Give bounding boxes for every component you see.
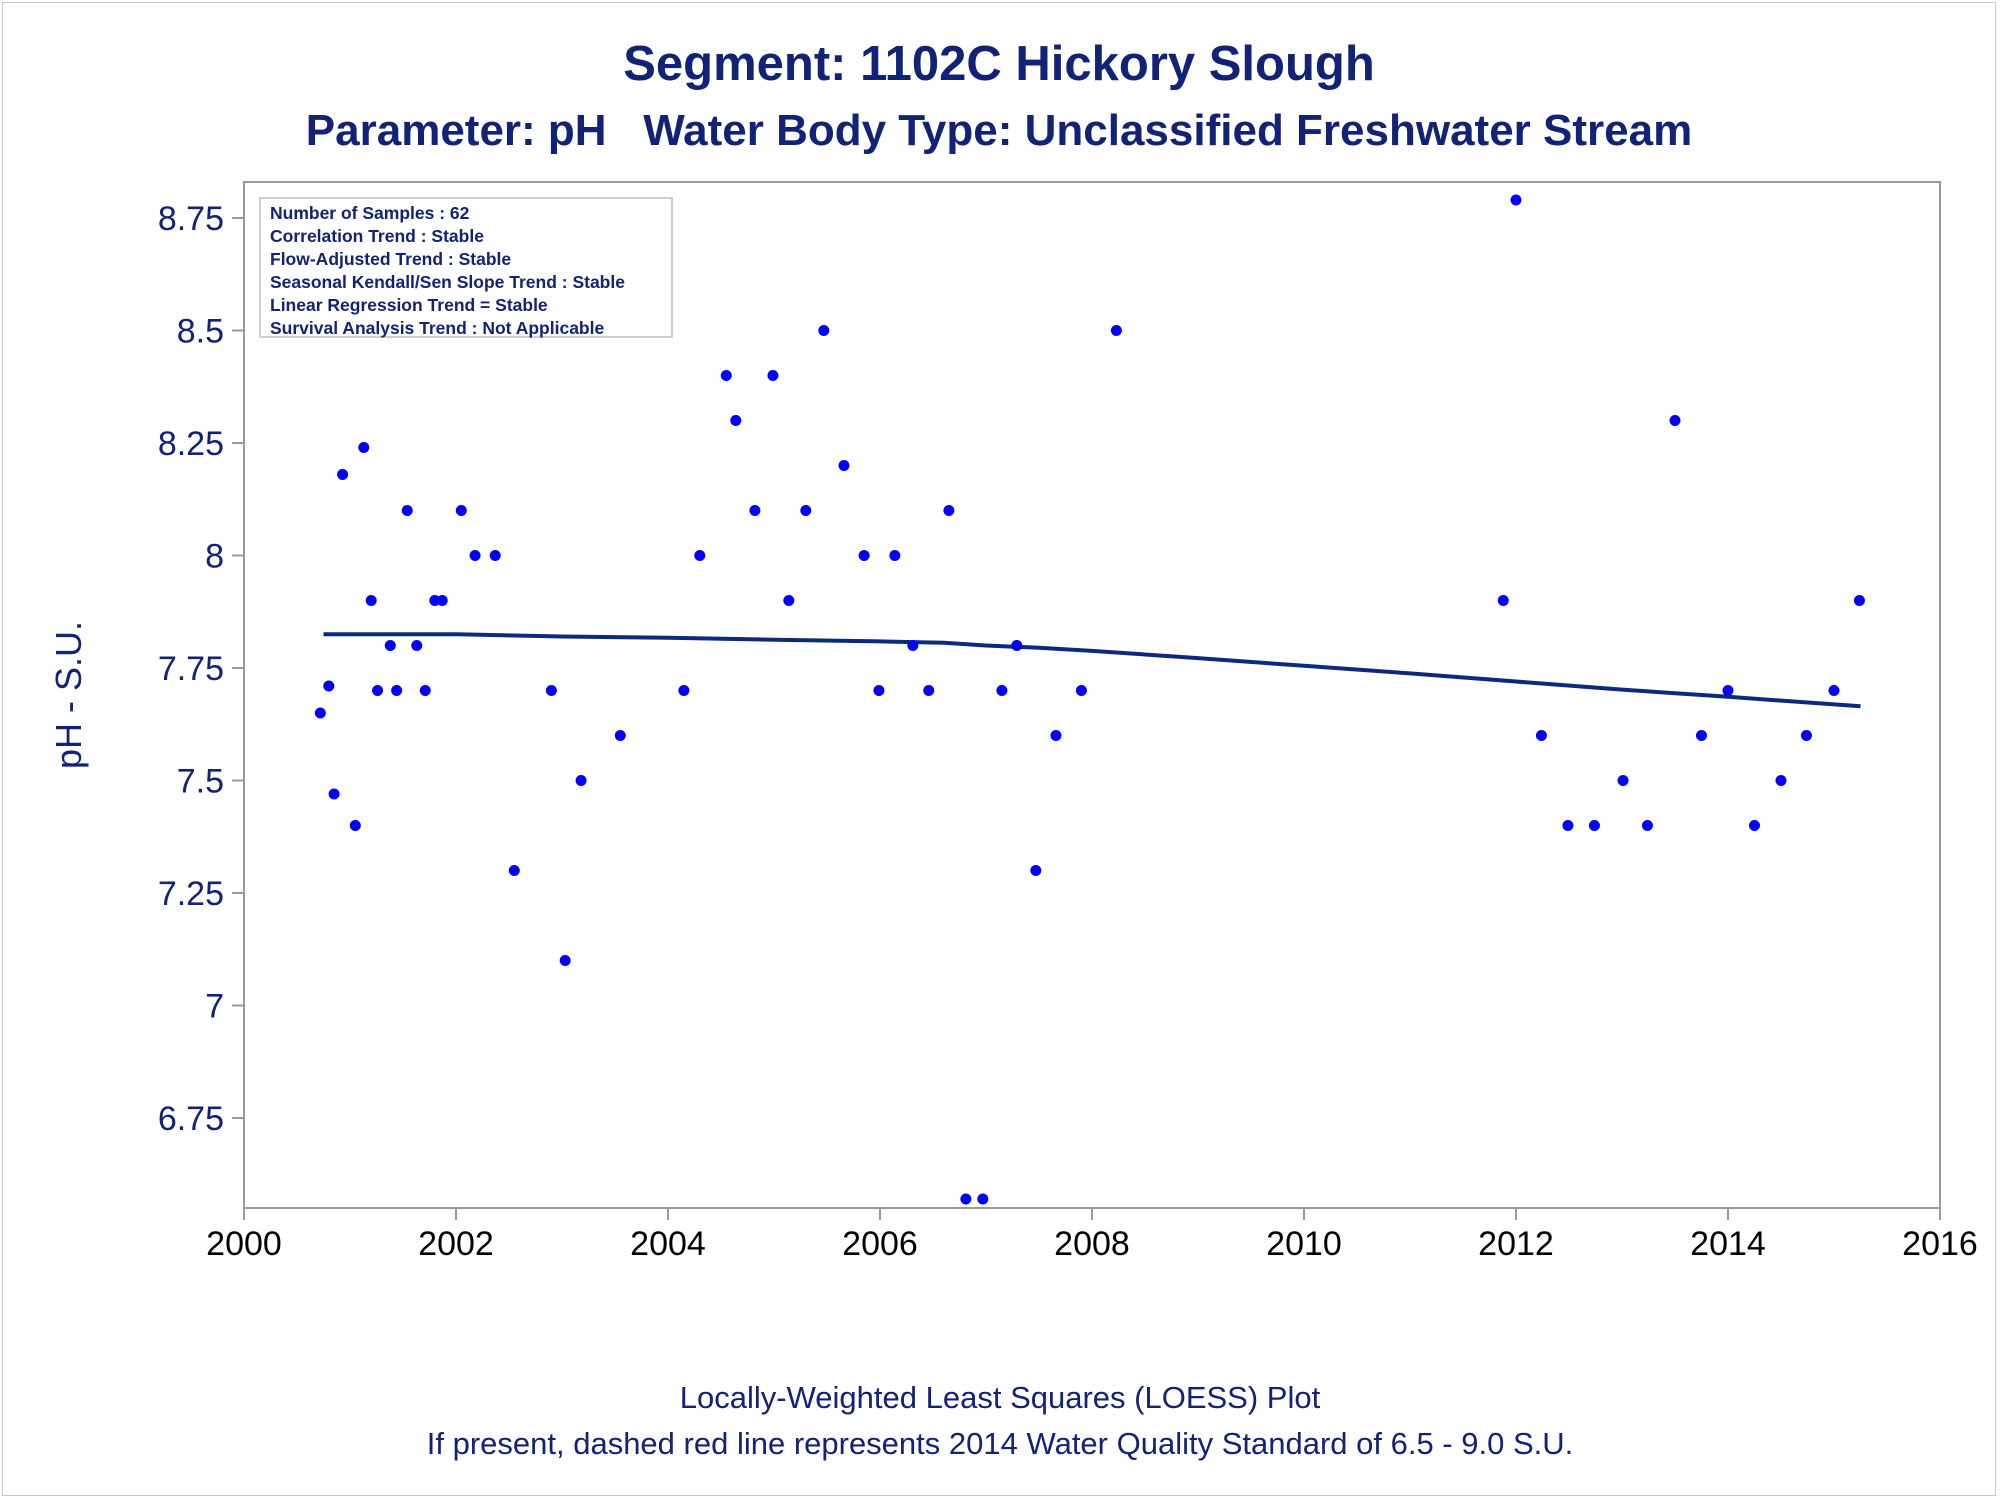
y-tick-label: 8.25 — [158, 425, 224, 463]
data-point — [1641, 820, 1653, 831]
stat-correlation-trend: Correlation Trend : Stable — [270, 226, 484, 246]
data-point — [419, 685, 431, 696]
y-tick-label: 8 — [205, 538, 224, 576]
data-point — [977, 1193, 989, 1205]
data-point — [800, 505, 812, 516]
data-point — [489, 550, 501, 561]
y-axis-label: pH - S.U. — [48, 621, 89, 769]
data-point — [749, 505, 761, 516]
data-point — [545, 685, 557, 696]
y-tick-label: 7.25 — [158, 875, 224, 913]
data-point — [694, 550, 706, 561]
data-point — [349, 820, 361, 831]
data-point — [943, 505, 955, 516]
data-point — [996, 685, 1008, 696]
y-tick-label: 8.75 — [158, 200, 224, 238]
chart-title: Segment: 1102C Hickory Slough — [623, 37, 1375, 91]
data-point — [1617, 775, 1629, 786]
data-point — [678, 685, 690, 696]
data-point — [1050, 730, 1062, 741]
loess-line — [323, 632, 1861, 709]
data-point — [730, 415, 742, 426]
y-tick-label: 8.5 — [177, 313, 224, 351]
data-point — [1535, 730, 1547, 741]
data-point — [328, 788, 340, 800]
data-point — [1722, 685, 1734, 696]
data-point — [1775, 775, 1787, 786]
data-point — [1562, 820, 1574, 831]
stat-linear-regression-trend: Linear Regression Trend = Stable — [270, 295, 548, 315]
data-point — [1749, 820, 1760, 831]
data-point — [720, 370, 732, 381]
data-point — [401, 505, 413, 516]
data-point — [818, 325, 830, 336]
trend-stats-box: Number of Samples : 62 Correlation Trend… — [259, 197, 673, 338]
stat-flow-adjusted-trend: Flow-Adjusted Trend : Stable — [270, 249, 512, 269]
data-point — [1075, 685, 1087, 696]
x-tick-label: 2010 — [1266, 1225, 1342, 1263]
data-point — [469, 550, 481, 561]
stat-seasonal-kendall-trend: Seasonal Kendall/Sen Slope Trend : Stabl… — [270, 272, 625, 292]
data-point — [889, 550, 901, 561]
data-point — [358, 442, 370, 453]
x-tick-label: 2000 — [206, 1225, 282, 1263]
data-point — [323, 680, 335, 692]
footnote-loess: Locally-Weighted Least Squares (LOESS) P… — [679, 1380, 1321, 1415]
chart-subtitle: Parameter: pH Water Body Type: Unclassif… — [305, 106, 1693, 155]
data-point — [614, 730, 626, 741]
data-point — [455, 505, 467, 516]
data-point — [907, 640, 919, 651]
y-tick-label: 7.75 — [158, 650, 224, 688]
data-point — [873, 685, 885, 696]
x-tick-label: 2006 — [842, 1225, 918, 1263]
data-point — [1669, 415, 1681, 426]
x-tick-label: 2012 — [1478, 1225, 1554, 1263]
data-point — [923, 685, 935, 696]
data-point — [1497, 595, 1509, 606]
data-point — [337, 469, 349, 480]
data-point — [1800, 730, 1812, 741]
x-tick-label: 2014 — [1690, 1225, 1766, 1263]
stat-survival-analysis-trend: Survival Analysis Trend : Not Applicable — [270, 318, 605, 338]
data-point — [508, 865, 520, 876]
data-point — [783, 595, 795, 606]
y-tick-label: 7.5 — [177, 763, 224, 801]
data-point — [960, 1193, 972, 1205]
x-tick-label: 2008 — [1054, 1225, 1130, 1263]
footnote-standard: If present, dashed red line represents 2… — [426, 1426, 1574, 1461]
data-point — [1696, 730, 1707, 741]
data-point — [411, 640, 423, 651]
data-point — [858, 550, 870, 561]
data-point — [384, 640, 396, 651]
data-point — [767, 370, 779, 381]
y-tick-label: 6.75 — [158, 1100, 224, 1138]
data-point — [365, 595, 377, 606]
x-tick-label: 2002 — [418, 1225, 494, 1263]
x-tick-label: 2004 — [630, 1225, 706, 1263]
data-point — [1828, 685, 1840, 696]
data-point — [838, 460, 850, 471]
stat-number-of-samples: Number of Samples : 62 — [270, 203, 470, 223]
data-point — [391, 685, 403, 696]
data-point — [314, 707, 326, 719]
data-point — [1510, 194, 1522, 206]
data-point — [1853, 595, 1865, 606]
data-point — [559, 955, 571, 966]
data-point — [436, 595, 448, 606]
data-point — [1011, 640, 1023, 651]
data-point — [575, 775, 587, 786]
data-point — [372, 685, 384, 696]
x-tick-label: 2016 — [1902, 1225, 1978, 1263]
data-point — [1110, 325, 1122, 336]
data-point — [1030, 865, 1042, 876]
y-tick-label: 7 — [205, 988, 224, 1026]
data-point — [1588, 820, 1600, 831]
